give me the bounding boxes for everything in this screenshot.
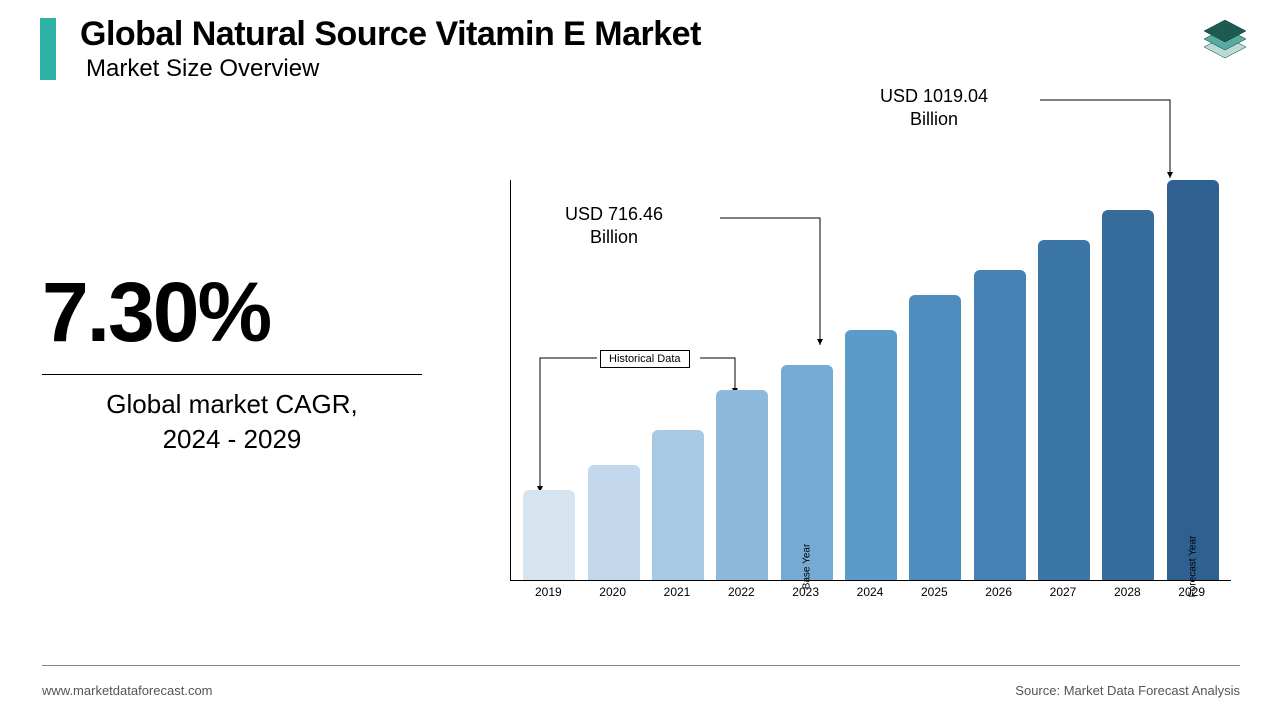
footer-source: Source: Market Data Forecast Analysis [1015, 683, 1240, 698]
bar-2028 [1102, 210, 1154, 580]
page-title: Global Natural Source Vitamin E Market [80, 15, 701, 54]
bar-2024 [845, 330, 897, 580]
market-bar-chart: Base YearForecast Year 20192020202120222… [510, 180, 1230, 610]
xaxis-label: 2023 [780, 585, 832, 599]
page-subtitle: Market Size Overview [86, 55, 319, 83]
callout-right-line1: USD 1019.04 [880, 86, 988, 106]
cagr-caption-line2: 2024 - 2029 [163, 424, 302, 454]
xaxis-label: 2020 [587, 585, 639, 599]
page: Global Natural Source Vitamin E Market M… [0, 0, 1280, 720]
footer-website: www.marketdataforecast.com [42, 683, 213, 698]
callout-right-line2: Billion [910, 109, 958, 129]
bar-2022 [716, 390, 768, 580]
cagr-value: 7.30% [42, 270, 422, 354]
bar-2021 [652, 430, 704, 580]
cagr-caption-line1: Global market CAGR, [106, 389, 357, 419]
cagr-block: 7.30% Global market CAGR, 2024 - 2029 [42, 270, 422, 457]
xaxis-label: 2029 [1166, 585, 1218, 599]
xaxis-label: 2022 [715, 585, 767, 599]
callout-2029-value: USD 1019.04 Billion [880, 85, 988, 130]
bar-2029: Forecast Year [1167, 180, 1219, 580]
footer-divider [42, 665, 1240, 666]
xaxis-label: 2027 [1037, 585, 1089, 599]
xaxis-label: 2028 [1101, 585, 1153, 599]
bar-2019 [523, 490, 575, 580]
chart-x-axis-labels: 2019 2020 2021 2022 2023 2024 2025 2026 2027 2028… [510, 585, 1230, 605]
chart-plot-area: Base Year Forecast Year [510, 180, 1231, 581]
accent-bar [40, 18, 56, 80]
xaxis-label: 2024 [844, 585, 896, 599]
bar-2025 [909, 295, 961, 580]
brand-logo-icon [1200, 20, 1250, 70]
xaxis-label: 2019 [522, 585, 574, 599]
bar-2026 [974, 270, 1026, 580]
bar-2020 [588, 465, 640, 580]
divider [42, 374, 422, 375]
xaxis-label: 2021 [651, 585, 703, 599]
bar-2027 [1038, 240, 1090, 580]
xaxis-label: 2025 [908, 585, 960, 599]
cagr-caption: Global market CAGR, 2024 - 2029 [42, 387, 422, 457]
bar-inner-label: Base Year [801, 544, 812, 590]
xaxis-label: 2026 [973, 585, 1025, 599]
bar-2023: Base Year [781, 365, 833, 580]
